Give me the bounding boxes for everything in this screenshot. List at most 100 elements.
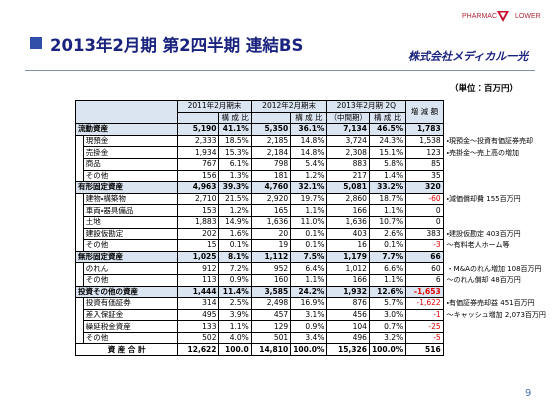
value-cell: 181 <box>250 169 292 183</box>
value-cell: 6 <box>405 273 444 287</box>
value-cell: 2,308 <box>326 146 370 159</box>
value-cell: 0.1% <box>368 239 407 252</box>
value-cell: 5.4% <box>290 157 328 171</box>
value-cell: 2.6% <box>368 227 407 241</box>
value-cell: 16 <box>326 239 370 252</box>
value-cell: 0 <box>405 215 444 229</box>
value-cell: 5,350 <box>250 123 292 136</box>
value-cell: 1.1% <box>218 320 252 333</box>
note <box>443 216 560 228</box>
value-cell: 123 <box>405 146 444 159</box>
value-cell: 1,025 <box>177 250 220 264</box>
value-cell: 1,444 <box>177 285 220 299</box>
value-cell: 6.1% <box>218 157 252 171</box>
title-rule <box>25 70 535 71</box>
value-cell: 14.9% <box>218 215 252 229</box>
item-label: 投資有価証券 <box>82 297 179 310</box>
indent <box>75 204 84 217</box>
sub-header <box>250 111 292 125</box>
value-cell: 320 <box>405 181 444 194</box>
section-label: 投資その他の資産 <box>74 285 179 299</box>
value-cell: -1 <box>405 308 444 322</box>
note: ・売掛金～売上高の増加 <box>446 148 520 157</box>
indent <box>75 320 84 333</box>
value-cell: 2,185 <box>250 134 292 148</box>
item-row: 投資有価証券 314 2.5% 2,498 16.9% 876 5.7% -1,622 ・有価証… <box>75 297 560 310</box>
item-label: 車両・器具備品 <box>82 204 179 217</box>
value-cell: 166 <box>326 204 370 217</box>
value-cell: 1,179 <box>326 250 370 264</box>
value-cell: 113 <box>177 273 220 287</box>
value-cell: 314 <box>177 297 220 310</box>
logo-mark <box>497 11 509 22</box>
item-label: その他 <box>82 331 179 345</box>
value-cell: 1,783 <box>405 123 444 136</box>
indent <box>75 262 84 275</box>
indent <box>75 239 84 252</box>
value-cell: -1,622 <box>405 297 444 310</box>
value-cell: 2,920 <box>250 192 292 206</box>
note: ・有価証券売却益 451百万円 <box>446 299 535 308</box>
value-cell: 8.1% <box>218 250 252 264</box>
item-label: 土地 <box>82 215 179 229</box>
value-cell: 85 <box>405 157 444 171</box>
value-cell: -25 <box>405 320 444 333</box>
section-label: 無形固定資産 <box>74 250 179 264</box>
value-cell: 66 <box>405 250 444 264</box>
period-header: 2011年2月期末 <box>177 100 252 113</box>
section-row: 有形固定資産 4,963 39.3% 4,760 32.1% 5,081 33.2% 320 <box>74 181 560 194</box>
note <box>443 205 560 217</box>
value-cell: 24.3% <box>368 134 407 148</box>
item-label: 差入保証金 <box>82 308 179 322</box>
value-cell: 456 <box>326 308 370 322</box>
note <box>443 170 560 182</box>
value-cell: -60 <box>405 192 444 206</box>
sub-header: 構 成 比 <box>218 111 252 125</box>
indent <box>75 297 84 310</box>
value-cell: 0 <box>405 204 444 217</box>
value-cell: 5.7% <box>368 297 407 310</box>
value-cell: 100.0 <box>218 343 252 357</box>
value-cell: 20 <box>250 227 292 241</box>
value-cell: 33.2% <box>368 181 407 194</box>
value-cell: 165 <box>250 204 292 217</box>
note <box>443 251 560 263</box>
indent <box>75 193 84 205</box>
value-cell: 1,883 <box>177 215 220 229</box>
value-cell: 4.0% <box>218 331 252 345</box>
header-cell <box>74 99 179 125</box>
value-cell: 16.9% <box>290 297 328 310</box>
value-cell: 46.5% <box>368 123 407 136</box>
item-label: その他 <box>82 273 179 287</box>
value-cell: 1.1% <box>368 273 407 287</box>
value-cell: 10.7% <box>368 215 407 229</box>
value-cell: 32.1% <box>290 181 328 194</box>
value-cell: 2,184 <box>250 146 292 159</box>
item-row: その他 156 1.3% 181 1.2% 217 1.4% 35 <box>75 169 560 183</box>
value-cell: 7.7% <box>368 250 407 264</box>
item-row: 現預金 2,333 18.5% 2,185 14.8% 3,724 24.3% 1,538 ・現… <box>75 134 560 148</box>
value-cell: 39.3% <box>218 181 252 194</box>
note: ～のれん償却 48百万円 <box>446 276 521 285</box>
value-cell: 3.4% <box>290 331 328 345</box>
value-cell: 0.7% <box>368 320 407 333</box>
value-cell: 1,012 <box>326 262 370 275</box>
logo-text: LOWER <box>515 13 541 20</box>
title: 2013年2月期 第2四半期 連結BS <box>50 36 304 55</box>
note: ・M&Aのれん増加 108百万円 <box>446 264 542 273</box>
value-cell: 3,724 <box>326 134 370 148</box>
value-cell: 6.4% <box>290 262 328 275</box>
value-cell: 3.2% <box>368 331 407 345</box>
value-cell: 501 <box>250 331 292 345</box>
value-cell: 1.6% <box>218 227 252 241</box>
value-cell: 1,636 <box>326 215 370 229</box>
value-cell: 4,760 <box>250 181 292 194</box>
value-cell: -5 <box>405 331 444 345</box>
value-cell: 1,538 <box>405 134 444 148</box>
note: ～有料老人ホーム等 <box>446 241 510 250</box>
period-header: 2013年2月期 2Q <box>326 100 407 113</box>
value-cell: 3.1% <box>290 308 328 322</box>
indent <box>75 158 84 171</box>
page-number: 9 <box>525 388 532 399</box>
note <box>443 182 560 194</box>
